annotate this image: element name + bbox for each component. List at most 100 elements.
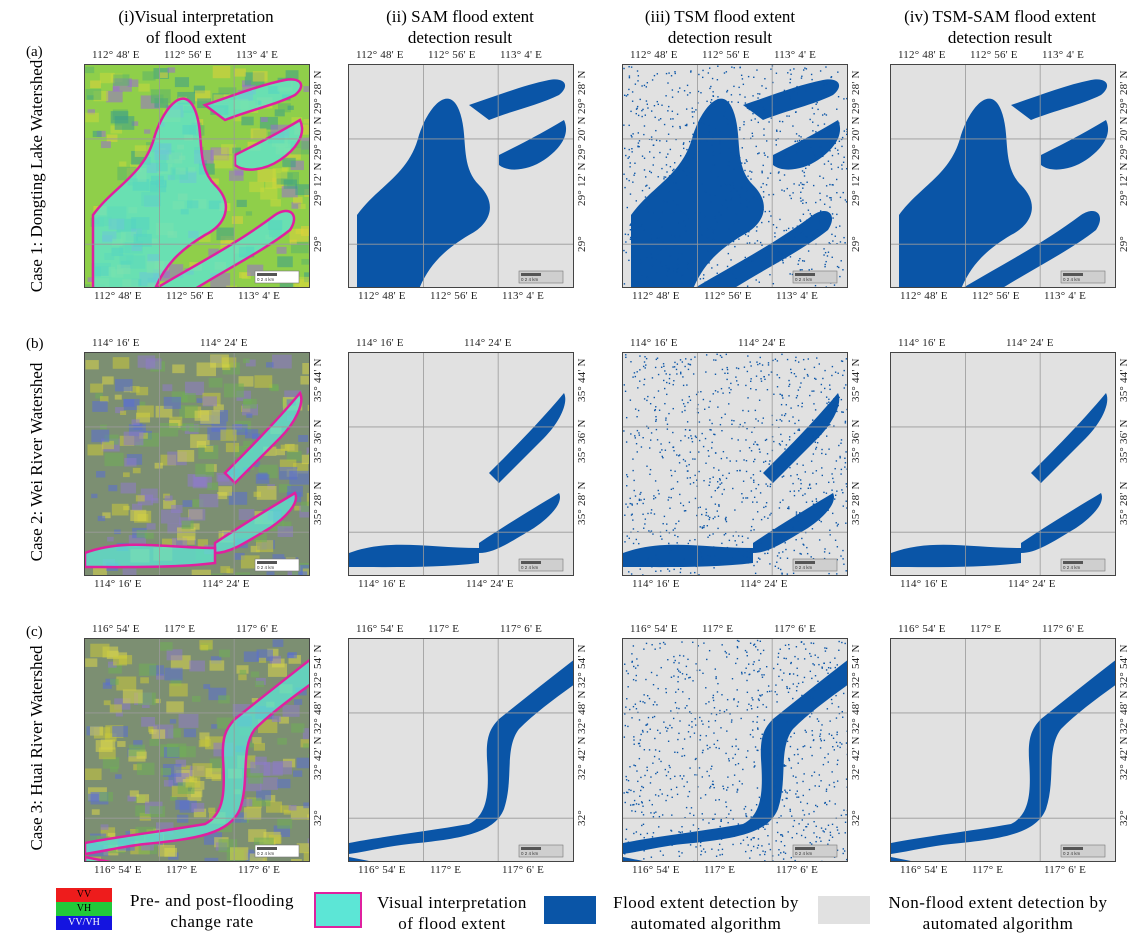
imagery-texture (174, 772, 190, 784)
speckle-pixel (624, 848, 627, 850)
speckle-pixel (721, 204, 724, 206)
speckle-pixel (676, 481, 679, 483)
speckle-pixel (700, 121, 702, 124)
imagery-texture (269, 655, 281, 664)
imagery-texture (164, 667, 183, 681)
speckle-pixel (700, 552, 703, 554)
speckle-pixel (691, 176, 693, 178)
speckle-pixel (809, 487, 812, 489)
speckle-pixel (698, 73, 700, 76)
speckle-pixel (774, 565, 777, 568)
bottom-longitude-tick: 116° 54' E (94, 864, 142, 876)
imagery-texture (95, 740, 113, 752)
imagery-texture (277, 526, 294, 537)
speckle-pixel (761, 172, 763, 174)
speckle-pixel (787, 831, 789, 833)
speckle-pixel (796, 520, 799, 522)
speckle-pixel (695, 724, 697, 726)
speckle-pixel (744, 805, 747, 808)
speckle-pixel (637, 711, 639, 714)
speckle-pixel (673, 568, 675, 571)
speckle-pixel (793, 518, 795, 520)
speckle-pixel (632, 217, 634, 219)
speckle-pixel (792, 227, 794, 229)
speckle-pixel (681, 825, 683, 828)
imagery-texture (139, 812, 151, 821)
speckle-pixel (665, 726, 667, 729)
speckle-pixel (735, 662, 737, 665)
speckle-pixel (728, 539, 731, 542)
speckle-pixel (844, 821, 847, 823)
speckle-pixel (634, 765, 637, 767)
speckle-pixel (716, 353, 718, 355)
speckle-pixel (783, 190, 785, 192)
speckle-pixel (749, 137, 752, 140)
speckle-pixel (804, 836, 807, 839)
speckle-pixel (786, 792, 788, 794)
speckle-pixel (756, 706, 759, 708)
imagery-texture (149, 665, 164, 676)
speckle-pixel (629, 502, 631, 505)
speckle-pixel (730, 259, 732, 261)
speckle-pixel (731, 182, 734, 184)
speckle-pixel (695, 663, 697, 665)
speckle-pixel (779, 557, 782, 559)
speckle-pixel (625, 356, 627, 359)
speckle-pixel (815, 840, 817, 843)
speckle-pixel (832, 746, 834, 748)
speckle-pixel (659, 642, 661, 645)
speckle-pixel (691, 179, 693, 182)
speckle-pixel (690, 258, 692, 261)
speckle-pixel (717, 391, 719, 393)
speckle-pixel (787, 507, 789, 510)
speckle-pixel (802, 715, 805, 717)
imagery-texture (197, 98, 212, 109)
speckle-pixel (778, 552, 780, 554)
latitude-tick: 29° 12' N (850, 162, 862, 206)
speckle-pixel (627, 672, 629, 675)
latitude-tick: 29° (1118, 236, 1130, 252)
speckle-pixel (829, 206, 831, 208)
imagery-texture (287, 444, 299, 453)
speckle-pixel (704, 281, 706, 283)
speckle-pixel (726, 546, 729, 549)
speckle-pixel (825, 286, 827, 287)
speckle-pixel (684, 409, 686, 412)
speckle-pixel (742, 826, 745, 828)
speckle-pixel (626, 474, 628, 476)
speckle-pixel (818, 363, 820, 365)
speckle-pixel (822, 177, 825, 179)
speckle-pixel (765, 769, 767, 772)
bottom-longitude-tick: 114° 24' E (202, 578, 250, 590)
top-longitude-tick: 117° E (702, 623, 734, 635)
speckle-pixel (762, 182, 764, 185)
speckle-pixel (784, 413, 787, 415)
speckle-pixel (845, 814, 847, 816)
speckle-pixel (779, 648, 781, 650)
latitude-tick: 29° (850, 236, 862, 252)
speckle-pixel (765, 502, 768, 504)
speckle-pixel (648, 530, 650, 532)
imagery-texture (234, 445, 250, 457)
speckle-pixel (682, 691, 684, 693)
speckle-pixel (642, 731, 644, 733)
speckle-pixel (815, 131, 817, 133)
scale-bar-label: 0 2 4 km (795, 277, 813, 282)
speckle-pixel (703, 479, 705, 482)
speckle-pixel (824, 251, 827, 254)
speckle-pixel (707, 536, 709, 538)
speckle-pixel (667, 659, 669, 661)
speckle-pixel (760, 378, 762, 380)
speckle-pixel (653, 104, 656, 107)
speckle-pixel (818, 539, 821, 541)
speckle-pixel (626, 535, 628, 537)
map-panel-wei-sam: 0 2 4 km (348, 352, 574, 576)
top-longitude-tick: 117° 6' E (774, 623, 816, 635)
speckle-pixel (656, 271, 658, 273)
imagery-texture (258, 657, 267, 663)
speckle-pixel (692, 481, 695, 484)
speckle-pixel (631, 661, 633, 663)
speckle-pixel (826, 94, 828, 96)
speckle-pixel (759, 854, 761, 856)
latitude-tick: 32° (1118, 810, 1130, 826)
